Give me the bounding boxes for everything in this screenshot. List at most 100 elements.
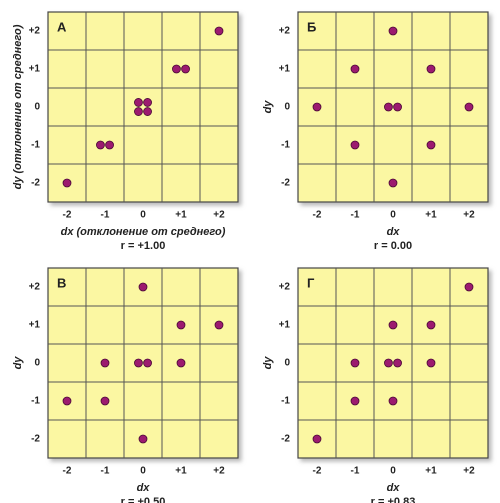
- y-tick-label: +2: [279, 26, 291, 37]
- y-tick-label: +1: [29, 64, 41, 75]
- x-tick-label: 0: [140, 210, 146, 221]
- point: [134, 107, 143, 116]
- y-axis-label: dy: [262, 356, 274, 370]
- point: [426, 358, 436, 368]
- annotation: r = +1.00: [121, 240, 166, 252]
- point: [214, 320, 224, 330]
- point: [384, 358, 393, 368]
- point: [176, 320, 186, 330]
- x-tick-label: -2: [63, 210, 72, 221]
- x-axis-label: dx: [137, 482, 151, 494]
- point: [214, 26, 224, 36]
- x-tick-label: +2: [463, 210, 475, 221]
- panel-label: Г: [307, 275, 315, 290]
- x-tick-label: -1: [351, 466, 360, 477]
- plot-area: [47, 11, 239, 203]
- y-axis-label: dy: [12, 356, 24, 370]
- x-tick-label: +1: [175, 210, 187, 221]
- point: [464, 102, 474, 112]
- point: [350, 358, 360, 368]
- x-tick-label: -1: [101, 210, 110, 221]
- plot-area: [47, 267, 239, 459]
- point: [426, 140, 436, 150]
- x-tick-label: -2: [313, 466, 322, 477]
- y-tick-label: -2: [31, 178, 40, 189]
- y-tick-label: 0: [284, 358, 290, 369]
- point: [181, 64, 190, 74]
- point: [134, 358, 143, 368]
- y-tick-label: -1: [281, 140, 290, 151]
- x-axis-label: dx: [387, 482, 401, 494]
- point: [393, 358, 402, 368]
- point: [393, 102, 402, 112]
- point: [388, 320, 398, 330]
- y-axis-label: dy (отклонение от среднего): [12, 24, 24, 189]
- x-tick-label: 0: [390, 210, 396, 221]
- point: [134, 98, 143, 107]
- x-tick-label: 0: [390, 466, 396, 477]
- point: [138, 282, 148, 292]
- point: [100, 358, 110, 368]
- y-tick-label: -1: [31, 140, 40, 151]
- panel: [297, 267, 489, 459]
- point: [426, 64, 436, 74]
- panel-label: А: [57, 19, 67, 34]
- y-tick-label: +2: [29, 282, 41, 293]
- x-tick-label: +1: [425, 466, 437, 477]
- point: [464, 282, 474, 292]
- panel-label: В: [57, 275, 66, 290]
- y-tick-label: +2: [279, 282, 291, 293]
- point: [172, 64, 181, 74]
- annotation: r = 0.00: [374, 240, 412, 252]
- point: [143, 358, 152, 368]
- panel-label: Б: [307, 19, 316, 34]
- point: [62, 396, 72, 406]
- x-tick-label: -1: [101, 466, 110, 477]
- annotation: r = +0.50: [121, 496, 166, 503]
- x-tick-label: +2: [213, 466, 225, 477]
- y-tick-label: +1: [279, 320, 291, 331]
- x-axis-label: dx: [387, 226, 401, 238]
- plot-area: [297, 11, 489, 203]
- point: [312, 102, 322, 112]
- y-tick-label: +2: [29, 26, 41, 37]
- point: [138, 434, 148, 444]
- point: [388, 396, 398, 406]
- y-tick-label: -1: [281, 396, 290, 407]
- annotation: r = +0.83: [371, 496, 416, 503]
- x-tick-label: +2: [213, 210, 225, 221]
- y-tick-label: -2: [281, 178, 290, 189]
- point: [388, 26, 398, 36]
- point: [100, 396, 110, 406]
- point: [426, 320, 436, 330]
- x-tick-label: +1: [425, 210, 437, 221]
- y-tick-label: +1: [279, 64, 291, 75]
- panel: [47, 11, 239, 203]
- x-tick-label: -1: [351, 210, 360, 221]
- y-tick-label: -2: [281, 434, 290, 445]
- point: [350, 396, 360, 406]
- point: [143, 107, 152, 116]
- plot-area: [297, 267, 489, 459]
- panel: [297, 11, 489, 203]
- y-tick-label: 0: [34, 102, 40, 113]
- point: [384, 102, 393, 112]
- y-tick-label: 0: [34, 358, 40, 369]
- point: [350, 64, 360, 74]
- point: [96, 140, 105, 150]
- y-axis-label: dy: [262, 100, 274, 114]
- point: [176, 358, 186, 368]
- x-tick-label: +1: [175, 466, 187, 477]
- x-tick-label: +2: [463, 466, 475, 477]
- x-tick-label: -2: [313, 210, 322, 221]
- point: [62, 178, 72, 188]
- y-tick-label: -1: [31, 396, 40, 407]
- x-tick-label: -2: [63, 466, 72, 477]
- y-tick-label: 0: [284, 102, 290, 113]
- point: [312, 434, 322, 444]
- point: [388, 178, 398, 188]
- point: [143, 98, 152, 107]
- y-tick-label: -2: [31, 434, 40, 445]
- panel: [47, 267, 239, 459]
